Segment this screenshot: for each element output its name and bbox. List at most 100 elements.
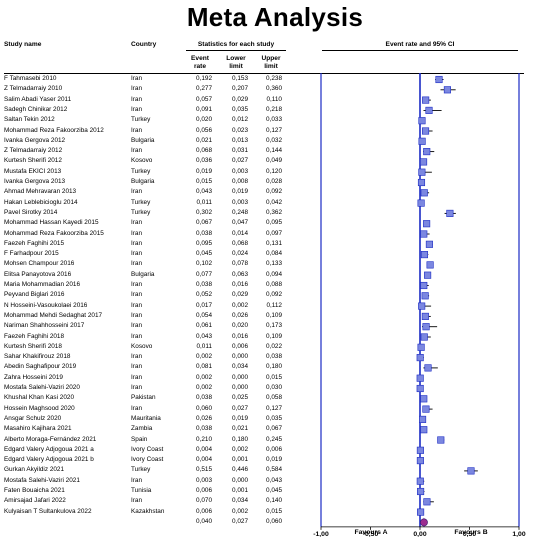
study-point-marker bbox=[420, 230, 428, 238]
pooled-event-rate: 0,040 bbox=[196, 517, 212, 525]
study-country: Iran bbox=[131, 147, 143, 155]
header-study-name: Study name bbox=[4, 41, 42, 48]
study-name: F Farhadpour 2015 bbox=[4, 250, 59, 258]
study-upper-limit: 0,067 bbox=[266, 425, 282, 433]
study-point-marker bbox=[420, 251, 429, 259]
study-upper-limit: 0,088 bbox=[266, 281, 282, 288]
study-name: Kurtesh Sherifi 2012 bbox=[4, 157, 62, 165]
study-lower-limit: 0,002 bbox=[232, 507, 248, 515]
study-name: Maria Mohammadian 2016 bbox=[4, 281, 81, 288]
study-event-rate: 0,004 bbox=[196, 456, 212, 464]
study-event-rate: 0,302 bbox=[196, 208, 212, 216]
study-upper-limit: 0,043 bbox=[266, 476, 282, 484]
study-country: Iran bbox=[131, 363, 143, 371]
study-upper-limit: 0,015 bbox=[266, 507, 282, 515]
study-lower-limit: 0,153 bbox=[232, 75, 248, 82]
study-point-marker bbox=[416, 446, 424, 454]
study-name: Abedin Saghafipour 2019 bbox=[4, 363, 77, 371]
study-event-rate: 0,057 bbox=[196, 95, 212, 103]
study-event-rate: 0,011 bbox=[196, 198, 212, 206]
study-upper-limit: 0,058 bbox=[266, 394, 282, 402]
study-upper-limit: 0,109 bbox=[266, 332, 282, 340]
study-lower-limit: 0,016 bbox=[232, 281, 248, 288]
favours-a-label: Favours A bbox=[354, 529, 388, 536]
study-name: F Tahmasebi 2010 bbox=[4, 75, 57, 82]
x-axis-tick-label: -0,50 bbox=[362, 530, 379, 538]
study-lower-limit: 0,012 bbox=[232, 116, 248, 124]
study-country: Turkey bbox=[131, 208, 151, 216]
study-lower-limit: 0,024 bbox=[232, 250, 248, 258]
study-event-rate: 0,006 bbox=[196, 507, 212, 515]
study-event-rate: 0,036 bbox=[196, 157, 212, 165]
study-name: Faezeh Faghihi 2018 bbox=[4, 332, 65, 340]
study-point-marker bbox=[420, 426, 428, 434]
study-country: Bulgaria bbox=[131, 178, 155, 185]
study-country: Ivory Coast bbox=[131, 445, 164, 453]
pooled-upper-limit: 0,060 bbox=[266, 517, 282, 525]
study-country: Zambia bbox=[131, 425, 153, 433]
study-point-marker bbox=[420, 189, 428, 197]
study-event-rate: 0,019 bbox=[196, 167, 212, 175]
study-lower-limit: 0,020 bbox=[232, 322, 248, 330]
study-name: Amirsajad Jafari 2022 bbox=[4, 497, 66, 505]
study-point-marker bbox=[446, 209, 454, 217]
study-point-marker bbox=[417, 343, 425, 351]
study-name: Hakan Leblebicioglu 2014 bbox=[4, 198, 78, 206]
study-event-rate: 0,011 bbox=[196, 342, 212, 350]
study-event-rate: 0,043 bbox=[196, 188, 212, 196]
study-point-marker bbox=[416, 384, 424, 393]
study-point-marker bbox=[421, 292, 429, 300]
study-name: Faten Bouaicha 2021 bbox=[4, 487, 65, 494]
study-point-marker bbox=[420, 158, 428, 166]
study-event-rate: 0,515 bbox=[196, 466, 212, 474]
study-country: Iran bbox=[131, 332, 143, 340]
study-lower-limit: 0,446 bbox=[232, 466, 248, 474]
study-country: Iran bbox=[131, 384, 143, 391]
study-name: Pavel Sirotky 2014 bbox=[4, 208, 58, 216]
study-name: Salim Abadi Yaser 2011 bbox=[4, 95, 72, 103]
study-country: Ivory Coast bbox=[131, 456, 164, 464]
study-country: Iran bbox=[131, 260, 143, 268]
study-point-marker bbox=[425, 240, 433, 248]
study-point-marker bbox=[422, 96, 430, 104]
study-lower-limit: 0,002 bbox=[232, 301, 248, 309]
study-country: Iran bbox=[131, 239, 143, 247]
study-name: Mohammad Reza Fakoorziba 2015 bbox=[4, 229, 104, 237]
study-lower-limit: 0,000 bbox=[232, 353, 248, 361]
study-lower-limit: 0,078 bbox=[232, 260, 248, 268]
header-event-rate: Event rate bbox=[191, 55, 209, 70]
study-event-rate: 0,054 bbox=[196, 311, 212, 319]
study-country: Turkey bbox=[131, 167, 151, 175]
study-country: Iran bbox=[131, 291, 143, 299]
study-point-marker bbox=[443, 86, 451, 94]
study-name: Sadegh Chinikar 2012 bbox=[4, 105, 68, 113]
study-event-rate: 0,068 bbox=[196, 147, 212, 155]
study-point-marker bbox=[417, 487, 425, 496]
study-upper-limit: 0,042 bbox=[266, 198, 282, 206]
study-country: Iran bbox=[131, 105, 143, 113]
study-name: Zahra Hosseini 2019 bbox=[4, 373, 63, 381]
study-point-marker bbox=[423, 498, 431, 506]
study-event-rate: 0,061 bbox=[196, 322, 212, 330]
study-lower-limit: 0,001 bbox=[232, 456, 248, 464]
study-upper-limit: 0,033 bbox=[266, 116, 282, 124]
study-point-marker bbox=[416, 477, 424, 485]
study-upper-limit: 0,084 bbox=[266, 250, 282, 258]
study-point-marker bbox=[467, 467, 475, 475]
study-country: Iran bbox=[131, 85, 143, 93]
study-country: Iran bbox=[131, 404, 143, 412]
study-lower-limit: 0,180 bbox=[232, 435, 248, 443]
study-upper-limit: 0,144 bbox=[266, 147, 282, 155]
study-lower-limit: 0,023 bbox=[232, 126, 248, 134]
header-row-underline bbox=[4, 73, 524, 74]
favours-b-label: Favours B bbox=[454, 529, 488, 536]
study-event-rate: 0,056 bbox=[196, 126, 212, 134]
study-name: Z Telmadarraiy 2010 bbox=[4, 85, 63, 93]
study-point-marker bbox=[421, 127, 430, 135]
study-country: Turkey bbox=[131, 198, 151, 206]
study-country: Iran bbox=[131, 219, 143, 227]
study-upper-limit: 0,360 bbox=[266, 85, 282, 93]
study-event-rate: 0,277 bbox=[196, 85, 212, 93]
study-point-marker bbox=[424, 364, 432, 372]
study-country: Iran bbox=[131, 229, 143, 237]
